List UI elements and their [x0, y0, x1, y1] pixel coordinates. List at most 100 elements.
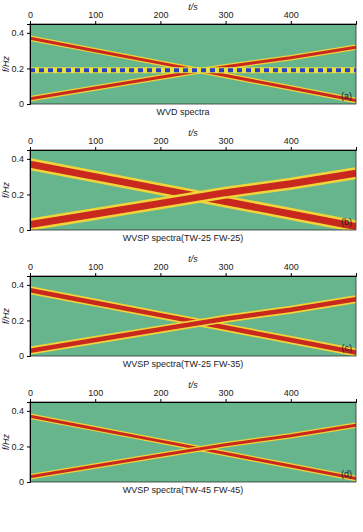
- panel-label: (c): [342, 343, 353, 353]
- x-tick: 0: [28, 388, 33, 402]
- plot-frame: [30, 276, 356, 356]
- panel-title: WVSP spectra(TW-25 FW-35): [123, 359, 244, 369]
- x-tick-mark: [95, 147, 96, 150]
- plot-background: [30, 402, 356, 482]
- x-tick-mark: [291, 21, 292, 24]
- x-tick-label: 200: [153, 388, 168, 398]
- y-tick-label: 0.2: [11, 442, 24, 452]
- panel: 010020030040000.20.4t/sf/Hz(a)WVD spectr…: [1, 2, 357, 117]
- y-tick-label: 0: [19, 351, 24, 361]
- panel-title: WVSP spectra(TW-45 FW-45): [123, 485, 244, 495]
- ridge-glow: [30, 164, 356, 226]
- x-tick-label: 400: [284, 388, 299, 398]
- marks: [30, 290, 356, 352]
- x-tick: 400: [284, 388, 299, 402]
- ridge-glow: [30, 290, 356, 352]
- y-tick-mark: [27, 33, 30, 34]
- x-axis-title: t/s: [188, 380, 198, 390]
- y-tick-label: 0.4: [11, 154, 24, 164]
- x-tick: 100: [88, 10, 103, 24]
- ridge: [30, 173, 356, 225]
- y-axis-line: [27, 25, 31, 105]
- x-tick-mark: [291, 399, 292, 402]
- panel: 010020030040000.20.4t/sf/Hz(d)WVSP spect…: [1, 380, 357, 495]
- y-axis-title: f/Hz: [1, 182, 11, 199]
- panel-title: WVD spectra: [156, 107, 209, 117]
- x-tick-label: 100: [88, 388, 103, 398]
- x-tick-mark: [30, 21, 31, 24]
- y-axis-line: [27, 277, 31, 357]
- panel: 010020030040000.20.4t/sf/Hz(b)WVSP spect…: [1, 128, 357, 243]
- y-tick-mark: [27, 230, 30, 231]
- y-axis: 0 0.2 0.4: [11, 151, 30, 236]
- x-tick-label: 100: [88, 10, 103, 20]
- y-tick-mark: [27, 411, 30, 412]
- ridge-glow: [30, 47, 356, 99]
- panel-label: (d): [341, 469, 352, 479]
- x-tick-mark: [226, 21, 227, 24]
- y-tick: 0.4: [11, 28, 30, 38]
- ridge: [30, 299, 356, 351]
- x-tick-mark: [95, 21, 96, 24]
- x-tick-label: 0: [28, 388, 33, 398]
- y-tick-label: 0.4: [11, 28, 24, 38]
- x-tick: 400: [284, 10, 299, 24]
- x-axis-line: [31, 21, 357, 25]
- x-axis-title: t/s: [188, 2, 198, 12]
- x-tick-label: 0: [28, 136, 33, 146]
- x-axis: 0100200300400: [28, 10, 357, 25]
- y-tick: 0.2: [11, 190, 30, 200]
- x-tick: 200: [153, 136, 168, 150]
- x-tick-mark: [160, 21, 161, 24]
- x-axis-line: [31, 399, 357, 403]
- ridge: [30, 38, 356, 100]
- x-axis-line: [31, 273, 357, 277]
- ridge: [30, 47, 356, 99]
- x-axis: 0100200300400: [28, 136, 357, 151]
- y-tick-mark: [27, 285, 30, 286]
- x-tick-mark: [95, 273, 96, 276]
- plot-frame: [30, 402, 356, 482]
- x-tick: 400: [284, 262, 299, 276]
- plot-frame: [30, 24, 356, 104]
- cross-term: [30, 68, 356, 72]
- ridge: [30, 164, 356, 226]
- x-axis: 0100200300400: [28, 262, 357, 277]
- y-tick: 0: [19, 477, 30, 487]
- x-tick: 300: [219, 262, 234, 276]
- y-tick-mark: [27, 482, 30, 483]
- x-tick: 300: [219, 136, 234, 150]
- y-tick-mark: [27, 320, 30, 321]
- y-tick: 0: [19, 351, 30, 361]
- y-axis-title: f/Hz: [1, 308, 11, 325]
- y-tick: 0.2: [11, 442, 30, 452]
- x-tick: 100: [88, 388, 103, 402]
- y-tick-mark: [27, 104, 30, 105]
- x-tick-mark: [95, 399, 96, 402]
- x-tick-label: 0: [28, 262, 33, 272]
- x-tick: 0: [28, 136, 33, 150]
- ridge: [30, 416, 356, 478]
- y-tick: 0.4: [11, 154, 30, 164]
- x-tick-label: 200: [153, 10, 168, 20]
- figure: 010020030040000.20.4t/sf/Hz(a)WVD spectr…: [0, 0, 363, 532]
- y-tick-label: 0.2: [11, 190, 24, 200]
- y-tick: 0.4: [11, 280, 30, 290]
- ridge-glow: [30, 173, 356, 225]
- y-tick-label: 0: [19, 99, 24, 109]
- x-tick: 0: [28, 10, 33, 24]
- y-tick-label: 0: [19, 225, 24, 235]
- x-tick-mark: [226, 273, 227, 276]
- x-tick-mark: [226, 147, 227, 150]
- x-tick-label: 100: [88, 262, 103, 272]
- x-axis-title: t/s: [188, 128, 198, 138]
- y-axis-line: [27, 151, 31, 231]
- x-tick-mark: [226, 399, 227, 402]
- x-tick-mark: [291, 147, 292, 150]
- x-tick-label: 300: [219, 136, 234, 146]
- marks: [30, 38, 356, 100]
- x-tick-mark: [30, 147, 31, 150]
- plot-background: [30, 24, 356, 104]
- y-axis-line: [27, 403, 31, 483]
- y-axis-title: f/Hz: [1, 56, 11, 73]
